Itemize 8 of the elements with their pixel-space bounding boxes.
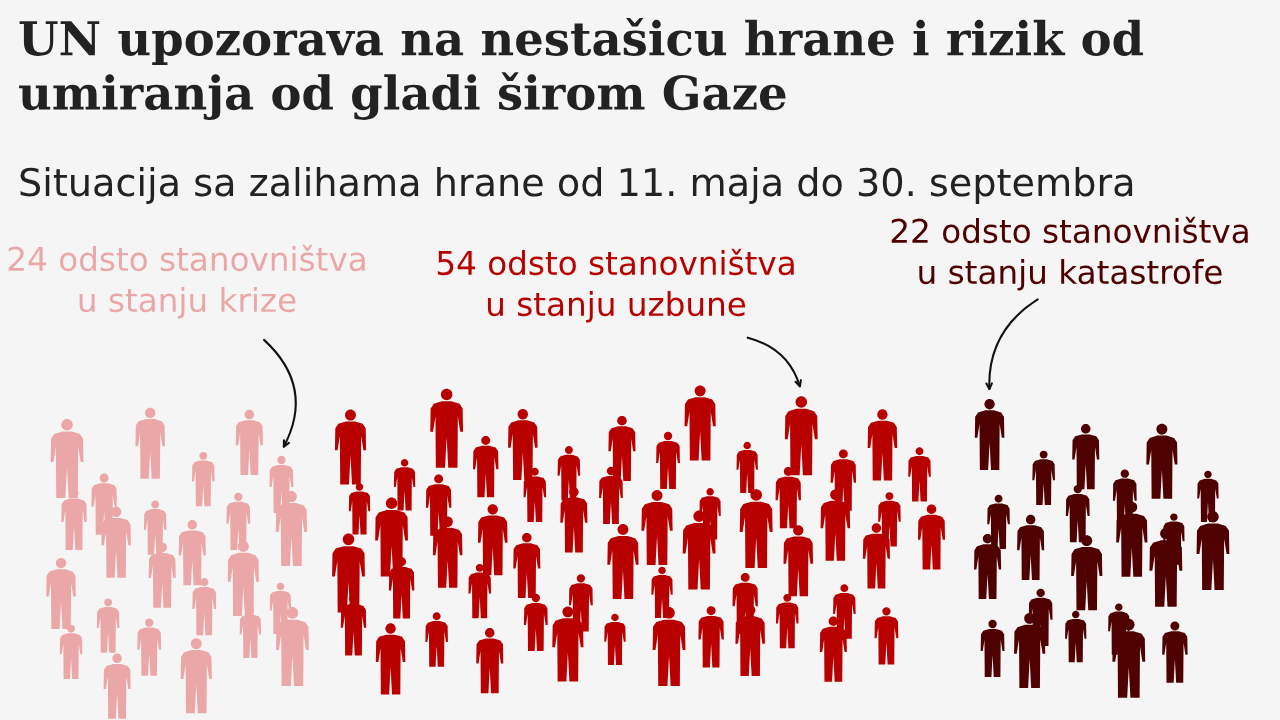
text: Situacija sa zalihama hrane od 11. maja do 30. septembra — [20, 166, 1133, 204]
data-label: 54 odsto stanovništva — [437, 248, 794, 276]
category-label: u stanju katastrofe — [919, 259, 1222, 291]
category-label: u stanju uzbune — [487, 291, 746, 323]
data-label: 22 odsto stanovništva — [891, 216, 1248, 244]
category-label: u stanju krize — [79, 287, 296, 319]
data-label: 24 odsto stanovništva — [8, 244, 365, 272]
text: UN upozorava na nestašicu hrane i rizik od umiranja od gladi širom Gaze — [19, 18, 1144, 120]
